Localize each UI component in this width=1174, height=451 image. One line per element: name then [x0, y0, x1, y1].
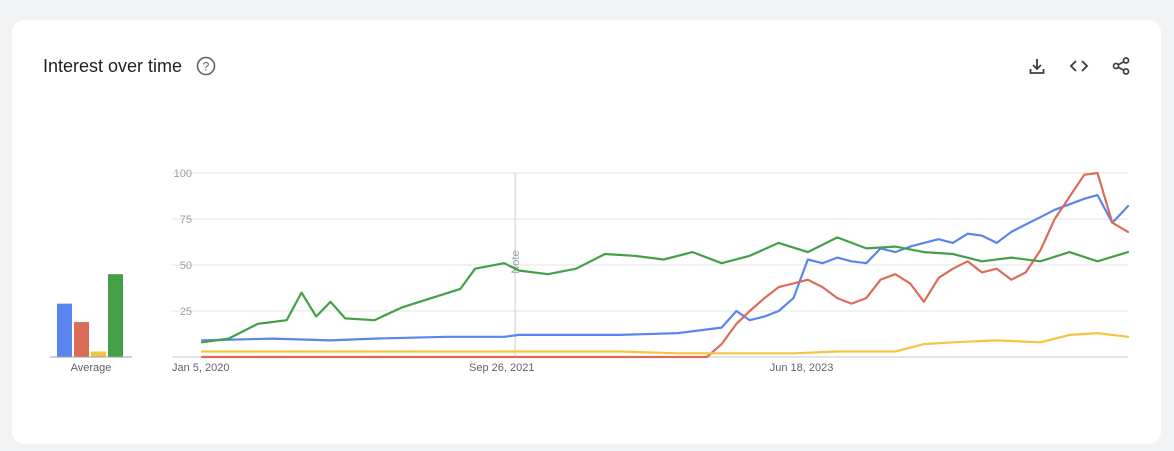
share-icon[interactable]: [1109, 54, 1133, 78]
x-tick-label: Sep 26, 2021: [469, 362, 534, 374]
card-header: Interest over time ?: [43, 54, 216, 78]
series-lines: [200, 171, 1130, 359]
average-bar-3: [91, 351, 106, 357]
average-bar-4: [108, 274, 123, 357]
svg-text:?: ?: [203, 60, 210, 74]
y-tick-label: 50: [180, 260, 192, 272]
series-line-4: [200, 236, 1130, 344]
x-tick-label: Jan 5, 2020: [172, 362, 230, 374]
card-title: Interest over time: [43, 55, 183, 76]
series-line-2: [200, 171, 1130, 359]
series-line-1: [200, 194, 1130, 342]
download-icon[interactable]: [1025, 54, 1049, 78]
embed-code-icon[interactable]: [1067, 54, 1091, 78]
average-bar-2: [74, 322, 89, 357]
interest-over-time-card: Interest over time ?: [12, 20, 1161, 444]
y-tick-label: 100: [174, 168, 192, 180]
y-tick-label: 25: [180, 306, 192, 318]
average-bar-1: [57, 303, 72, 357]
series-line-3: [200, 332, 1130, 355]
help-circle-icon[interactable]: ?: [196, 56, 216, 76]
x-tick-label: Jun 18, 2023: [770, 362, 834, 374]
card-actions: [1025, 54, 1133, 78]
average-bars: Average: [50, 274, 132, 374]
x-axis-labels: Jan 5, 2020 Sep 26, 2021 Jun 18, 2023: [172, 362, 833, 374]
y-tick-label: 75: [180, 214, 192, 226]
average-label: Average: [71, 362, 112, 374]
